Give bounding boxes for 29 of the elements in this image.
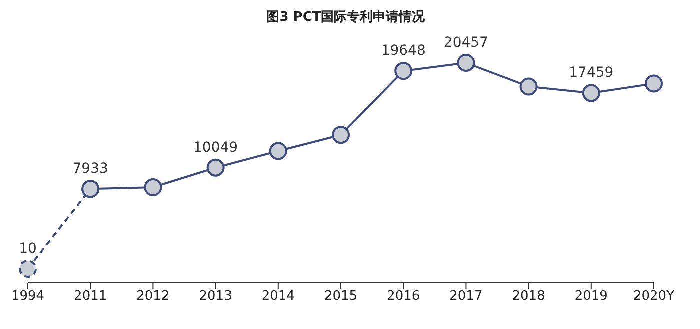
data-label: 19648	[381, 43, 426, 60]
point	[144, 178, 162, 196]
x-tick-label: 2020Y	[633, 289, 675, 304]
x-tick-label: 2014	[262, 289, 295, 304]
x-tick-label: 2011	[74, 289, 108, 304]
chart-title: 图3 PCT国际专利申请情况	[266, 9, 426, 27]
point	[645, 74, 663, 93]
x-tick-label: 2019	[574, 289, 608, 304]
x-tick-label: 2017	[450, 289, 483, 304]
x-tick-label: 2012	[136, 289, 170, 304]
point	[82, 180, 100, 198]
data-label: 10	[19, 241, 37, 257]
x-tick-label: 2016	[387, 289, 420, 304]
data-label: 17459	[569, 65, 614, 82]
point	[457, 54, 476, 72]
x-tick-label: 2015	[324, 289, 358, 304]
x-tick-label: 1994	[11, 289, 45, 304]
x-tick-label: 2018	[512, 289, 546, 304]
point	[206, 158, 225, 177]
x-tick-label: 2013	[199, 289, 232, 304]
point	[332, 126, 350, 144]
point	[582, 84, 600, 102]
point	[520, 78, 538, 96]
data-label: 7933	[72, 161, 108, 178]
data-label: 10049	[194, 140, 238, 156]
point	[394, 62, 413, 80]
point	[269, 142, 288, 160]
point	[19, 260, 37, 278]
data-label: 20457	[444, 35, 488, 51]
